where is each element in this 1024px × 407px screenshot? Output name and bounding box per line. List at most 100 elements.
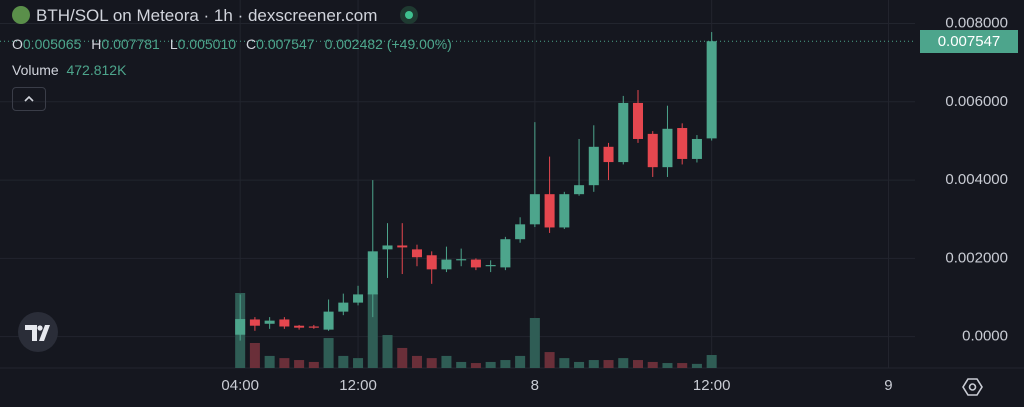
candle-body: [470, 259, 481, 268]
candle-body: [544, 194, 555, 228]
candle-body: [603, 146, 614, 163]
chart-title: BTH/SOL on Meteora · 1h · dexscreener.co…: [36, 6, 378, 25]
candle-body: [323, 311, 334, 330]
ohlc-value: 0.005010: [177, 36, 237, 52]
volume-bar: [308, 361, 319, 368]
volume-bar: [411, 355, 422, 368]
ohlc-key: H: [91, 36, 102, 52]
volume-label: Volume: [12, 62, 59, 78]
volume-bar: [338, 355, 349, 368]
volume-bar: [588, 360, 599, 368]
title-row: BTH/SOL on Meteora · 1h · dexscreener.co…: [12, 6, 419, 26]
y-tick-label: 0.004000: [945, 171, 1008, 188]
volume-bar: [632, 360, 644, 368]
volume-bar: [353, 358, 364, 368]
candle-body: [706, 41, 717, 139]
candle-body: [382, 245, 393, 250]
x-tick-label: 9: [884, 377, 892, 394]
candle-body: [691, 138, 702, 159]
volume-bar: [691, 363, 702, 368]
volume-bar: [529, 318, 540, 368]
ohlc-legend: O0.005065 H0.007781 L0.005010 C0.007547 0.00…: [12, 36, 452, 52]
candle-body: [574, 185, 585, 195]
volume-legend: Volume 472.812K: [12, 62, 126, 78]
volume-bar: [426, 358, 437, 368]
candle-body: [294, 325, 305, 328]
volume-bar: [618, 358, 629, 368]
ohlc-value: 0.005065: [22, 36, 82, 52]
volume-bar: [264, 355, 275, 368]
volume-bar: [382, 335, 393, 368]
collapse-button[interactable]: [12, 87, 46, 111]
candle-body: [441, 259, 452, 270]
volume-bar: [367, 293, 378, 368]
candle-body: [264, 320, 275, 324]
candle-body: [647, 133, 658, 168]
candle-body: [308, 326, 319, 328]
volume-bar: [515, 355, 526, 368]
ohlc-value: 0.007547: [256, 36, 315, 52]
volume-bar: [323, 338, 334, 368]
candle-body: [588, 146, 599, 186]
candle-body: [279, 319, 290, 327]
change-label: 0.002482 (+49.00%): [324, 36, 452, 52]
candle-body: [632, 102, 644, 139]
y-tick-label: 0.006000: [945, 93, 1008, 110]
volume-bar: [456, 361, 467, 368]
ohlc-key: O: [12, 36, 23, 52]
x-tick-label: 04:00: [221, 377, 259, 394]
candle-body: [397, 245, 408, 248]
volume-bar: [500, 360, 511, 368]
candle-body: [559, 194, 570, 228]
y-tick-label: 0.0000: [962, 328, 1008, 345]
candle-body: [235, 319, 246, 335]
ohlc-key: L: [169, 36, 178, 52]
volume-value: 472.812K: [66, 62, 127, 78]
volume-bar: [677, 363, 688, 368]
volume-bar: [559, 358, 570, 368]
volume-bar: [294, 360, 305, 368]
settings-icon[interactable]: [962, 378, 983, 396]
last-price-tag: 0.007547: [920, 29, 1018, 53]
volume-bar: [397, 347, 408, 368]
candle-body: [500, 239, 511, 268]
volume-bar: [485, 361, 496, 368]
candle-body: [662, 128, 673, 168]
x-tick-label: 12:00: [339, 377, 377, 394]
x-tick-label: 8: [531, 377, 539, 394]
ohlc-key: C: [246, 36, 257, 52]
volume-bar: [441, 355, 452, 368]
candle-body: [353, 294, 364, 303]
volume-bar: [544, 352, 555, 368]
volume-bar: [279, 358, 290, 368]
candle-body: [249, 319, 260, 326]
ohlc-value: 0.007781: [101, 36, 160, 52]
candle-body: [529, 194, 540, 225]
candle-body: [411, 249, 422, 258]
token-icon: [12, 6, 30, 24]
chevron: [24, 95, 34, 102]
live-indicator: [400, 6, 419, 24]
candle-body: [338, 302, 349, 312]
candle-body: [426, 255, 437, 270]
volume-bar: [470, 363, 481, 368]
candle-body: [515, 224, 526, 240]
volume-bar: [603, 360, 614, 368]
volume-bar: [574, 361, 585, 368]
volume-bar: [647, 361, 658, 368]
volume-bar: [662, 363, 673, 368]
candle-body: [456, 259, 467, 261]
y-tick-label: 0.002000: [945, 249, 1008, 266]
y-tick-label: 0.008000: [945, 14, 1008, 31]
last-price-label: 0.007547: [937, 32, 1001, 50]
candle-body: [485, 265, 496, 267]
candle-body: [618, 102, 629, 163]
candle-body: [367, 251, 378, 295]
x-tick-label: 12:00: [693, 377, 731, 394]
volume-bar: [249, 343, 260, 368]
volume-bar: [706, 355, 717, 368]
candle-body: [677, 128, 688, 159]
tv-logo: [18, 312, 58, 352]
